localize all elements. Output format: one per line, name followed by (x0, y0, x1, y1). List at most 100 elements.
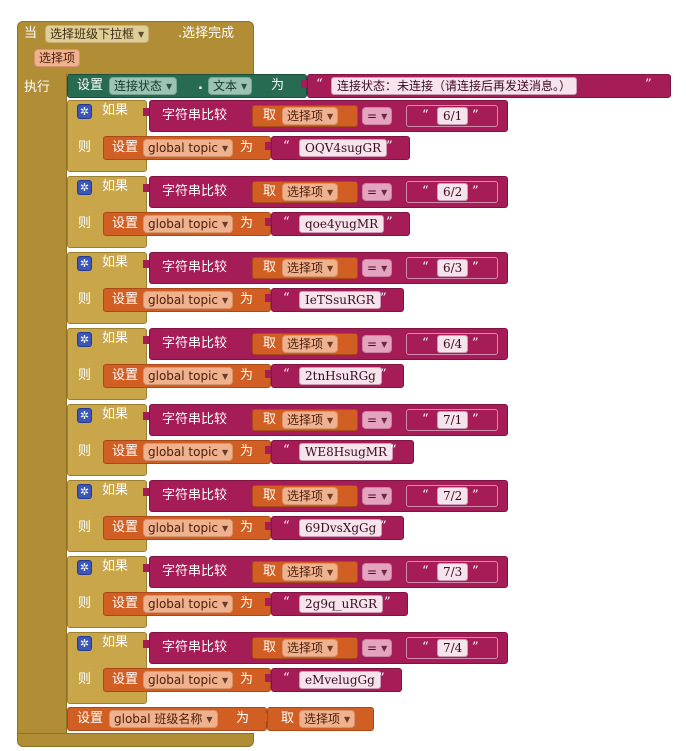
set-topic-var-dropdown[interactable]: global topic ▼ (143, 595, 234, 613)
compare-value-text[interactable]: 6/1 (437, 107, 469, 125)
operator-dropdown[interactable]: = ▼ (362, 411, 393, 429)
set-topic-to-label: 为 (240, 520, 254, 535)
topic-text-value[interactable]: IeTSsuRGR (299, 291, 381, 309)
socket-tab (265, 294, 271, 302)
compare-label: 字符串比较 (162, 336, 228, 351)
operator-dropdown[interactable]: = ▼ (362, 487, 393, 505)
get-var-dropdown[interactable]: 选择项 ▼ (282, 639, 339, 657)
get-var-dropdown[interactable]: 选择项 ▼ (282, 259, 339, 277)
topic-text-value[interactable]: 2g9q_uRGR (299, 595, 384, 613)
dropdown-caret-icon: ▼ (327, 264, 334, 273)
set-status-set-label: 设置 (77, 78, 104, 93)
dropdown-caret-icon: ▼ (138, 30, 145, 39)
operator-label: = (367, 185, 378, 199)
close-quote: ” (472, 336, 479, 351)
gear-icon[interactable]: ✲ (77, 332, 92, 347)
socket-tab (265, 674, 271, 682)
set-topic-var-dropdown[interactable]: global topic ▼ (143, 139, 234, 157)
compare-value-text[interactable]: 7/2 (437, 487, 469, 505)
operator-dropdown[interactable]: = ▼ (362, 335, 393, 353)
compare-value-text[interactable]: 6/2 (437, 183, 469, 201)
gear-icon[interactable]: ✲ (77, 484, 92, 499)
gear-icon[interactable]: ✲ (77, 180, 92, 195)
set-class-var-dropdown[interactable]: global 班级名称 ▼ (109, 710, 218, 728)
dropdown-caret-icon: ▼ (222, 372, 229, 381)
event-param-chip[interactable]: 选择项 (34, 49, 81, 67)
gear-icon[interactable]: ✲ (77, 636, 92, 651)
set-topic-var-dropdown[interactable]: global topic ▼ (143, 443, 234, 461)
gear-icon[interactable]: ✲ (77, 560, 92, 575)
set-status-component-dropdown[interactable]: 连接状态 ▼ (109, 77, 178, 95)
operator-dropdown[interactable]: = ▼ (362, 259, 393, 277)
get-var-dropdown[interactable]: 选择项 ▼ (299, 710, 356, 728)
gear-icon[interactable]: ✲ (77, 408, 92, 423)
compare-value-text[interactable]: 6/3 (437, 259, 469, 277)
set-topic-var-dropdown[interactable]: global topic ▼ (143, 215, 234, 233)
compare-value-text[interactable]: 7/3 (437, 563, 469, 581)
topic-text-value[interactable]: OQV4sugGR (299, 139, 388, 157)
gear-icon[interactable]: ✲ (77, 104, 92, 119)
if-label: 如果 (102, 559, 129, 574)
socket-tab (143, 260, 149, 268)
if-label: 如果 (102, 483, 129, 498)
operator-label: = (367, 641, 378, 655)
set-status-to-label: 为 (271, 78, 285, 93)
set-status-dot: . (198, 78, 203, 93)
then-label: 则 (78, 520, 92, 535)
set-status-property-dropdown[interactable]: 文本 ▼ (208, 77, 253, 95)
set-topic-var-label: global topic (148, 141, 219, 155)
get-var-dropdown[interactable]: 选择项 ▼ (282, 487, 339, 505)
get-var-dropdown[interactable]: 选择项 ▼ (282, 563, 339, 581)
socket-tab (400, 642, 406, 650)
set-topic-var-dropdown[interactable]: global topic ▼ (143, 291, 234, 309)
get-label: 取 (263, 336, 277, 351)
close-quote: ” (472, 564, 479, 579)
close-quote: ” (386, 215, 393, 230)
get-var-dropdown[interactable]: 选择项 ▼ (282, 411, 339, 429)
then-label: 则 (78, 444, 92, 459)
set-topic-set-label: 设置 (112, 444, 139, 459)
open-quote: “ (283, 139, 290, 154)
set-status-block[interactable] (67, 74, 307, 98)
set-status-component-label: 连接状态 (114, 79, 163, 93)
socket-tab (265, 446, 271, 454)
open-quote: “ (422, 108, 429, 123)
compare-value-text[interactable]: 7/4 (437, 639, 469, 657)
gear-icon[interactable]: ✲ (77, 256, 92, 271)
topic-text-value[interactable]: 69DvsXgGg (299, 519, 383, 537)
socket-tab (400, 566, 406, 574)
open-quote: “ (283, 671, 290, 686)
get-var-dropdown[interactable]: 选择项 ▼ (282, 183, 339, 201)
dropdown-caret-icon: ▼ (381, 112, 388, 121)
set-topic-var-dropdown[interactable]: global topic ▼ (143, 671, 234, 689)
set-topic-var-dropdown[interactable]: global topic ▼ (143, 367, 234, 385)
compare-label: 字符串比较 (162, 184, 228, 199)
dropdown-caret-icon: ▼ (327, 644, 334, 653)
dropdown-caret-icon: ▼ (381, 492, 388, 501)
topic-text-value[interactable]: qoe4yugMR (299, 215, 385, 233)
operator-dropdown[interactable]: = ▼ (362, 563, 393, 581)
topic-text-value[interactable]: eMvelugGg (299, 671, 381, 689)
set-topic-set-label: 设置 (112, 368, 139, 383)
then-label: 则 (78, 216, 92, 231)
compare-value-text[interactable]: 6/4 (437, 335, 469, 353)
operator-dropdown[interactable]: = ▼ (362, 107, 393, 125)
set-topic-set-label: 设置 (112, 216, 139, 231)
operator-dropdown[interactable]: = ▼ (362, 183, 393, 201)
event-component-dropdown[interactable]: 选择班级下拉框 ▼ (45, 25, 150, 43)
get-var-dropdown[interactable]: 选择项 ▼ (282, 335, 339, 353)
get-var-dropdown[interactable]: 选择项 ▼ (282, 107, 339, 125)
status-text-value[interactable]: 连接状态：未连接（请连接后再发送消息。） (331, 77, 578, 95)
topic-text-value[interactable]: WE8HsugMR (299, 443, 394, 461)
set-topic-var-dropdown[interactable]: global topic ▼ (143, 519, 234, 537)
set-topic-var-label: global topic (148, 293, 219, 307)
operator-dropdown[interactable]: = ▼ (362, 639, 393, 657)
compare-value-text[interactable]: 7/1 (437, 411, 469, 429)
topic-text-value[interactable]: 2tnHsuRGg (299, 367, 382, 385)
dropdown-caret-icon: ▼ (327, 568, 334, 577)
set-topic-to-label: 为 (240, 368, 254, 383)
close-quote: ” (472, 640, 479, 655)
set-class-var-label: global 班级名称 (114, 712, 203, 726)
then-label: 则 (78, 596, 92, 611)
compare-label: 字符串比较 (162, 260, 228, 275)
